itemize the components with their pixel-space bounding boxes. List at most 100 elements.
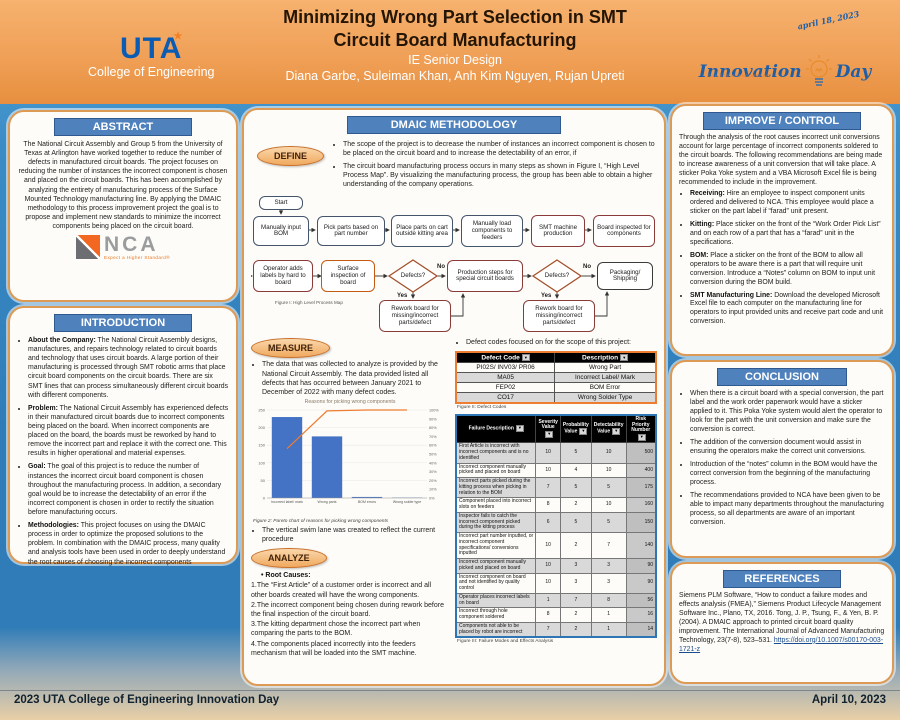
list-item: Problem: The National Circuit Assembly h… [28, 404, 229, 459]
uta-wordmark: UTA ★ [120, 31, 184, 65]
uta-star-icon: ★ [173, 31, 184, 42]
filter-dropdown-icon: ▼ [579, 428, 588, 435]
header-banner: UTA ★ College of Engineering Minimizing W… [0, 0, 900, 104]
flowchart-connectors [251, 210, 610, 317]
abstract-body: The National Circuit Assembly and Group … [18, 141, 228, 230]
list-item: The addition of the conversion document … [690, 439, 885, 457]
flow-node: SMT machine production [531, 215, 585, 248]
abstract-panel: ABSTRACT The National Circuit Assembly a… [8, 110, 238, 302]
flow-yes-label: Yes [541, 293, 552, 300]
introduction-bullet-list: About the Company: The National Circuit … [17, 336, 229, 567]
uta-logo: UTA ★ College of Engineering [88, 31, 215, 80]
poster-authors: Diana Garbe, Suleiman Khan, Anh Kim Nguy… [285, 69, 625, 83]
flow-node: Pick parts based on part number [317, 216, 385, 247]
improve-bullet-list: Receiving: Hire an employee to inspect c… [679, 190, 885, 328]
svg-text:250: 250 [258, 407, 265, 412]
svg-text:10%: 10% [429, 488, 437, 492]
svg-text:150: 150 [258, 443, 265, 448]
list-item: Introduction of the “notes” column in th… [690, 461, 885, 488]
lightbulb-icon [805, 55, 832, 86]
root-causes-title: • Root Causes: [261, 572, 311, 580]
define-bullet-list: The scope of the project is to decrease … [332, 140, 657, 193]
table-row: Inspector fails to catch the incorrect c… [455, 511, 657, 534]
flow-node: Surface inspection of board [321, 260, 375, 293]
list-item: Defect codes focused on for the scope of… [466, 338, 657, 347]
figure2-defect-caption: Figure II: Defect Codes [457, 404, 507, 410]
flow-node: Place parts on cart outside kitting area [391, 215, 453, 248]
nca-logo: NCA Expect a Higher Standard® [17, 234, 229, 260]
poster-title: Minimizing Wrong Part Selection in SMT C… [283, 7, 627, 50]
measure-phase-badge: MEASURE [251, 338, 331, 359]
flow-no-label: No [437, 264, 445, 271]
flow-decision-label: Defects? [544, 272, 570, 280]
column-header: Description ▼ [554, 351, 657, 363]
filter-dropdown-icon: ▼ [637, 434, 646, 441]
day-word: Day [835, 62, 872, 82]
swimlane-bullet-list: The vertical swim lane was created to re… [251, 526, 449, 544]
defect-bullet-list: Defect codes focused on for the scope of… [455, 338, 657, 347]
table-row: FEP02 BOM Error [455, 381, 657, 393]
process-map-flowchart: Start Manually input BOM Pick parts base… [251, 196, 659, 336]
list-item: The data that was collected to analyze i… [262, 360, 449, 396]
table-row: PI02S/ INV03/ PR06 Wrong Part [455, 361, 657, 373]
column-header: Severity Value▼ [535, 414, 561, 444]
conclusion-heading: CONCLUSION [717, 368, 847, 386]
flow-node: Rework board for missing/incorrect parts… [523, 300, 595, 333]
footer-event-label: 2023 UTA College of Engineering Innovati… [14, 694, 280, 706]
svg-text:40%: 40% [429, 461, 437, 465]
root-cause-item: 3.The kitting department chose the incor… [251, 621, 421, 638]
svg-text:20%: 20% [429, 479, 437, 483]
conclusion-bullet-list: When there is a circuit board with a spe… [679, 390, 885, 528]
flow-node: Board inspected for components [593, 215, 655, 248]
root-cause-item: 2.The incorrect component being chosen d… [251, 601, 444, 618]
list-item: SMT Manufacturing Line: Download the dev… [690, 292, 885, 328]
poster-subtitle: IE Senior Design [408, 53, 502, 67]
list-item: Kitting: Place sticker on the front of t… [690, 221, 885, 248]
dmaic-panel: DMAIC METHODOLOGY DEFINE The scope of th… [242, 108, 666, 686]
flow-node: Production steps for special circuit boa… [447, 260, 523, 293]
list-item: About the Company: The National Circuit … [28, 336, 229, 400]
list-item: The recommendations provided to NCA have… [690, 492, 885, 528]
list-item: Goal: The goal of this project is to red… [28, 462, 229, 517]
svg-text:50%: 50% [429, 452, 437, 456]
svg-text:100%: 100% [429, 408, 439, 412]
filter-dropdown-icon: ▼ [612, 428, 621, 435]
table-row: CO17 Wrong Solder Type [455, 391, 657, 404]
list-item: Receiving: Hire an employee to inspect c… [690, 190, 885, 217]
references-panel: REFERENCES Siemens PLM Software, “How to… [670, 562, 894, 684]
svg-text:0%: 0% [429, 496, 435, 500]
improve-control-panel: IMPROVE / CONTROL Through the analysis o… [670, 104, 894, 356]
innovation-day-logo: april 18, 2023 Innovation Day COLLEGE [690, 9, 880, 94]
svg-text:Wrong solder type: Wrong solder type [393, 500, 421, 504]
improve-control-heading: IMPROVE / CONTROL [702, 112, 862, 130]
measure-bullet-list: The data that was collected to analyze i… [251, 360, 449, 396]
dmaic-heading: DMAIC METHODOLOGY [347, 116, 561, 134]
svg-text:100: 100 [258, 460, 265, 465]
flow-node: Manually load components to feeders [461, 215, 523, 248]
list-item: The scope of the project is to decrease … [343, 140, 657, 158]
table-row: MA05 Incorrect Label/ Mark [455, 371, 657, 383]
root-cause-item: 1.The “First Article” of a customer orde… [251, 582, 432, 599]
table-row: Incorrect component on board and not ide… [455, 572, 657, 594]
svg-text:70%: 70% [429, 435, 437, 439]
svg-text:50: 50 [261, 478, 266, 483]
introduction-heading: INTRODUCTION [54, 314, 192, 332]
uta-college-label: College of Engineering [88, 65, 215, 79]
nca-mark-icon [76, 235, 100, 260]
svg-text:60%: 60% [429, 444, 437, 448]
svg-text:80%: 80% [429, 426, 437, 430]
root-cause-item: 4.The components placed incorrectly into… [251, 640, 417, 657]
analyze-phase-badge: ANALYZE [251, 548, 327, 569]
doi-link[interactable]: https://doi.org/10.1007/s00170-003-1721-… [679, 636, 884, 653]
fmea-table: Failure Description ▼ Severity Value▼ Pro… [455, 413, 657, 639]
column-header: Detectability Value ▼ [590, 414, 627, 444]
filter-dropdown-icon: ▼ [521, 353, 530, 361]
table-row: Incorrect component manually picked and … [455, 558, 657, 574]
flow-node-start: Start [259, 196, 303, 211]
figure2-caption: Figure 2: Pareto chart of reasons for pi… [253, 518, 389, 524]
nca-wordmark: NCA [104, 233, 159, 257]
flow-decision-label: Defects? [400, 272, 426, 280]
svg-text:BOM errors: BOM errors [358, 500, 376, 504]
pareto-plot: 0 50 100 150 200 250 0% 10% 20% 30% 40% 50% 60% 70% 80… [258, 407, 439, 504]
